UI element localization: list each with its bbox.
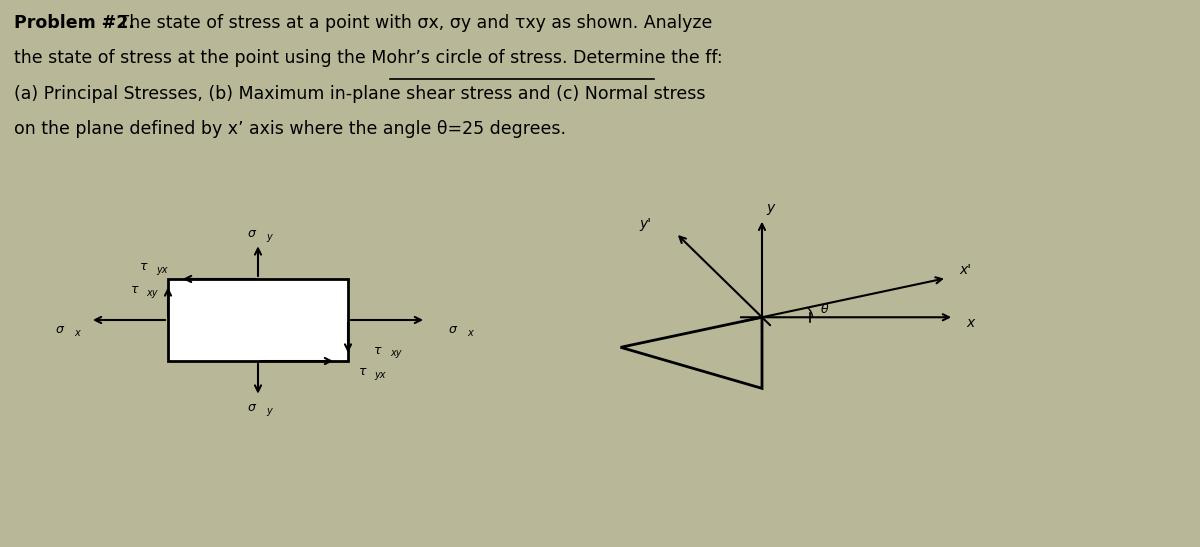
- Text: (a) Principal Stresses, (b) Maximum in-plane shear stress and (c) Normal stress: (a) Principal Stresses, (b) Maximum in-p…: [14, 85, 706, 103]
- Text: θ: θ: [821, 303, 828, 316]
- Text: τ: τ: [140, 260, 148, 274]
- Text: xy: xy: [146, 288, 158, 298]
- Text: The state of stress at a point with σx, σy and τxy as shown. Analyze: The state of stress at a point with σx, …: [113, 14, 712, 32]
- Text: on the plane defined by x’ axis where the angle θ=25 degrees.: on the plane defined by x’ axis where th…: [14, 120, 566, 138]
- Text: xy: xy: [390, 348, 402, 358]
- Text: y: y: [266, 232, 272, 242]
- Text: σ: σ: [449, 323, 456, 336]
- Bar: [168, 279, 348, 361]
- Text: x: x: [467, 328, 473, 338]
- Text: x': x': [959, 263, 971, 277]
- Text: y: y: [266, 406, 272, 416]
- Text: Problem #2.: Problem #2.: [14, 14, 136, 32]
- Text: x: x: [966, 316, 974, 330]
- Text: yx: yx: [374, 370, 386, 380]
- Text: y': y': [640, 217, 652, 230]
- Text: σ: σ: [56, 323, 64, 336]
- Text: x: x: [74, 328, 80, 338]
- Text: yx: yx: [156, 265, 168, 275]
- Text: τ: τ: [131, 283, 138, 296]
- Text: τ: τ: [374, 344, 382, 357]
- Text: σ: σ: [248, 227, 256, 240]
- Text: the state of stress at the point using the Mohr’s circle of stress. Determine th: the state of stress at the point using t…: [14, 49, 724, 67]
- Text: τ: τ: [359, 365, 366, 379]
- Text: σ: σ: [248, 401, 256, 414]
- Text: y: y: [767, 201, 774, 214]
